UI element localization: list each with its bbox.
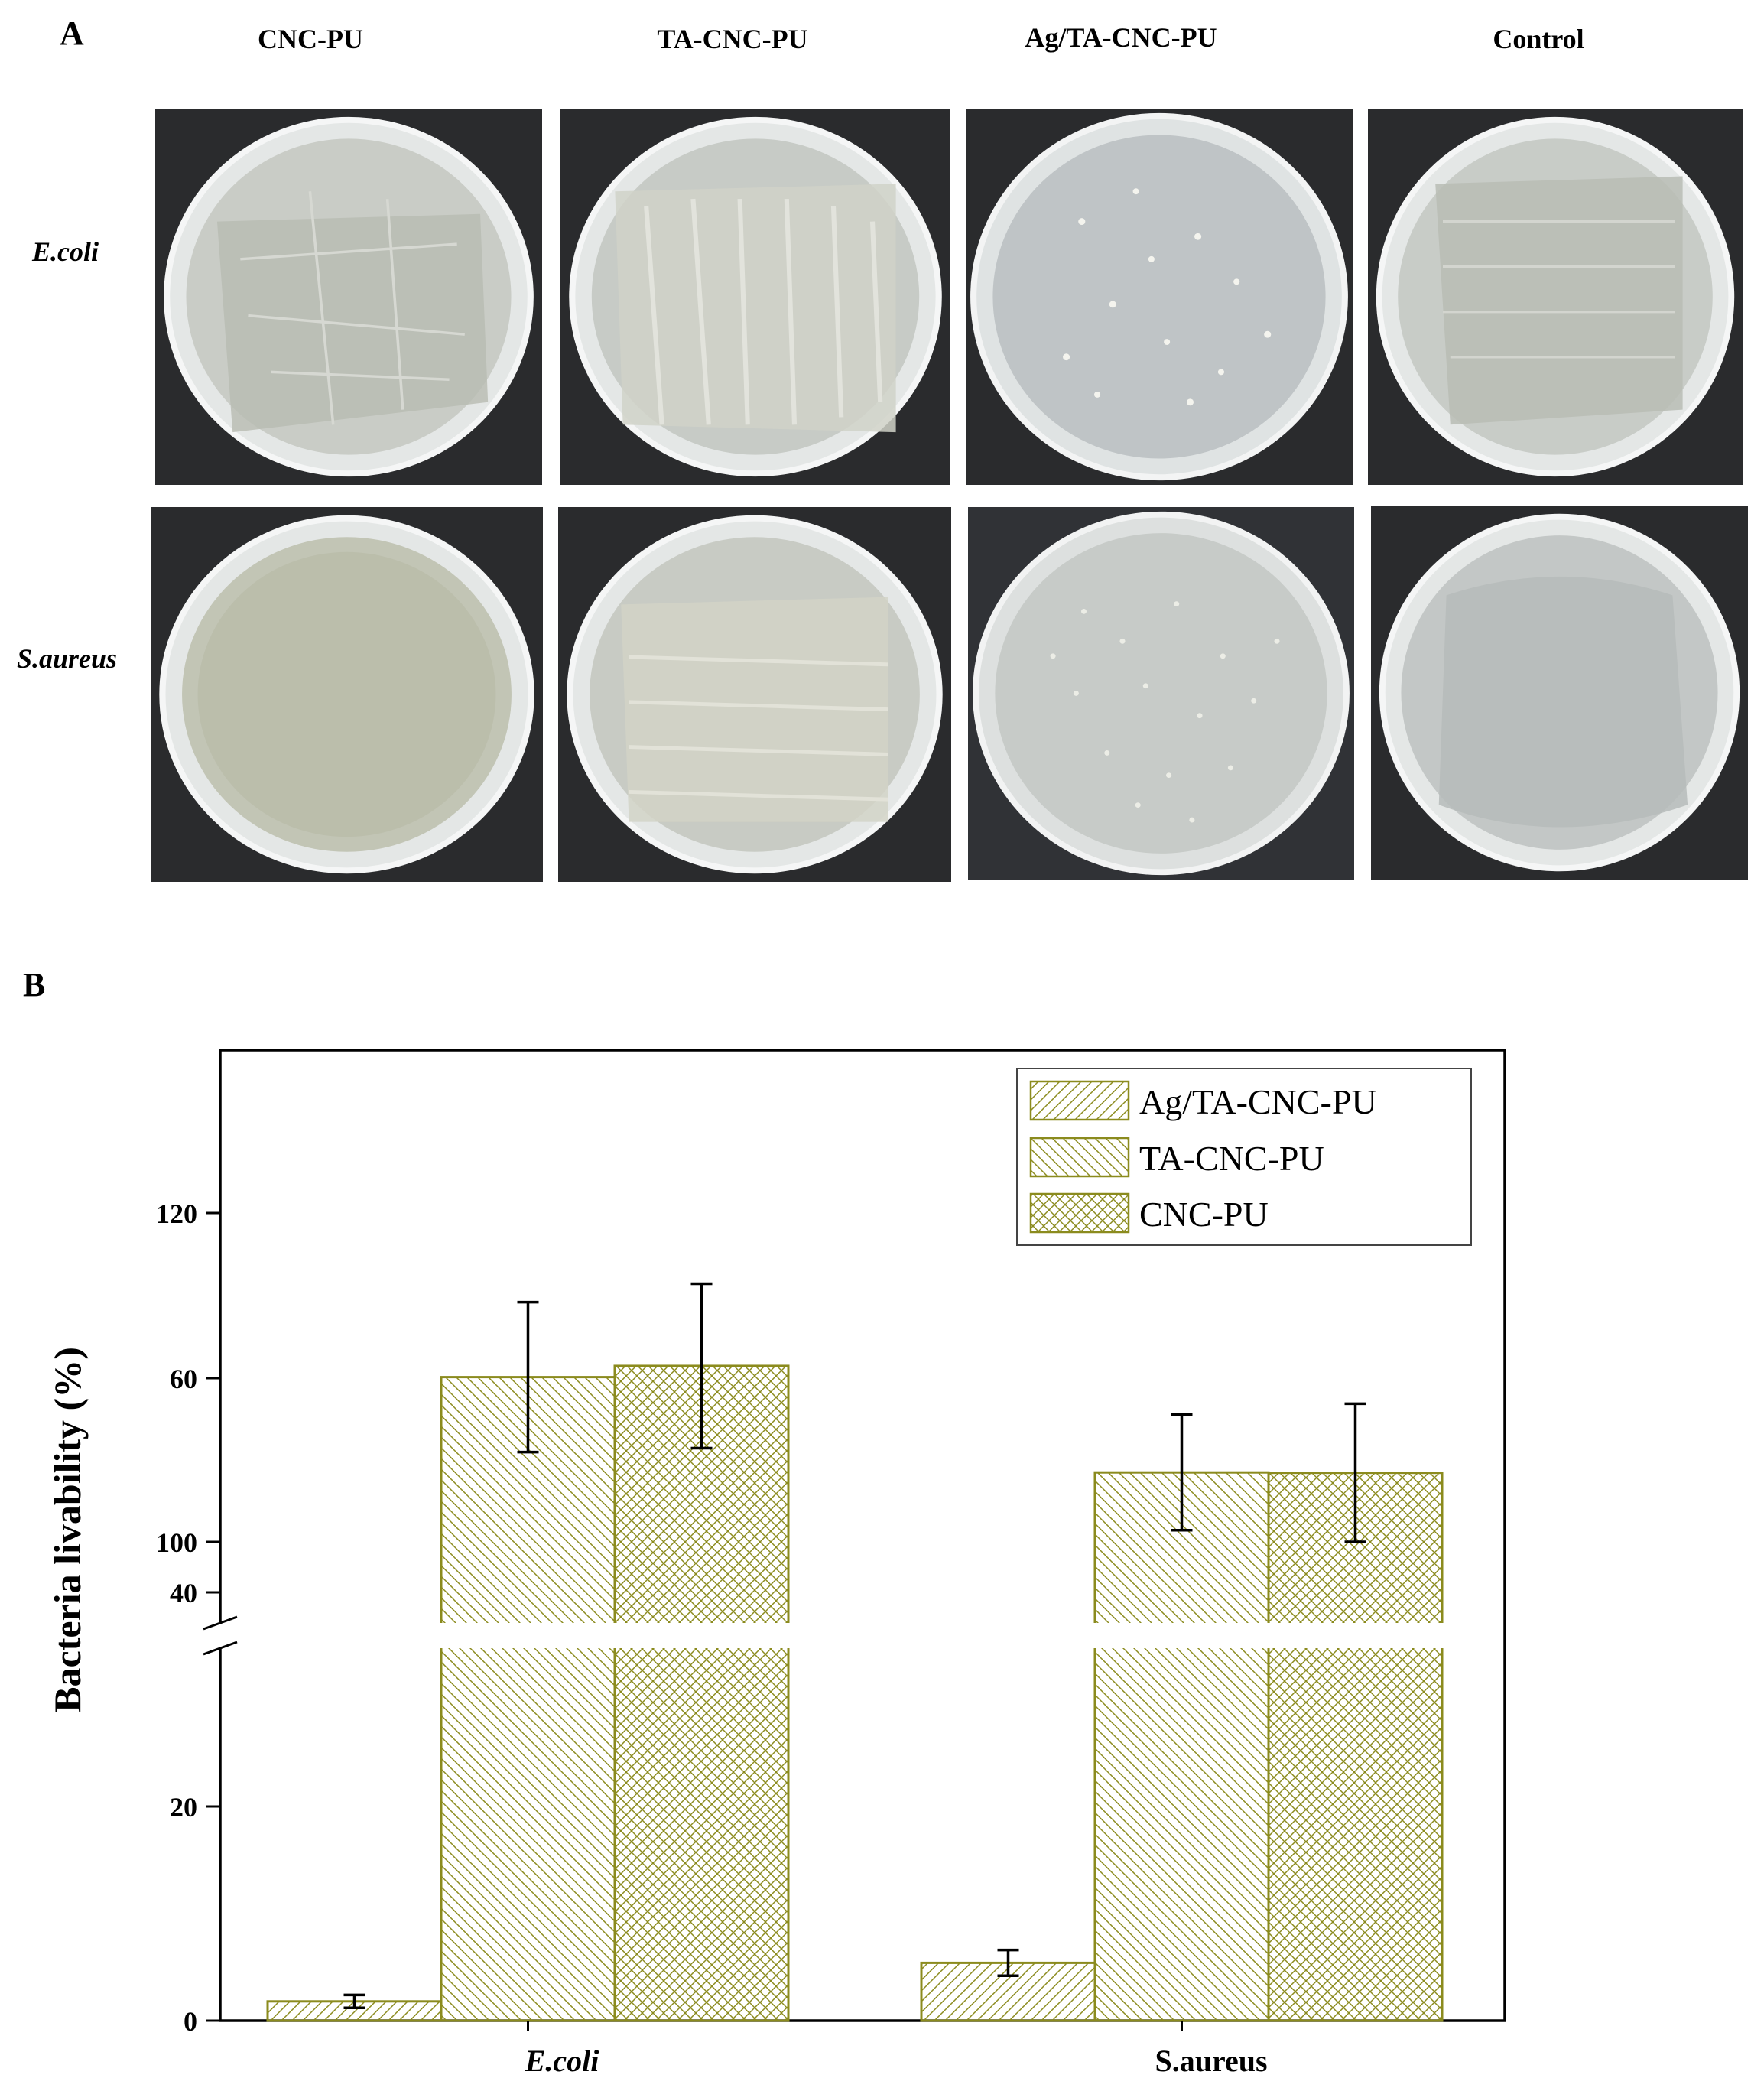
column-label-control: Control <box>1493 24 1584 54</box>
bar-ta-cnc-pu-saureus <box>1093 1471 1270 2022</box>
bar-ta-cnc-pu-ecoli <box>440 1376 616 2022</box>
dish-photo-saureus-ag-ta-cnc-pu <box>968 507 1354 880</box>
category-label-saureus: S.aureus <box>1155 2044 1267 2078</box>
plot-frame <box>219 1049 1506 2022</box>
legend-label-cnc-pu: CNC-PU <box>1139 1195 1269 1234</box>
column-label-ag-ta-cnc-pu: Ag/TA-CNC-PU <box>1025 22 1217 53</box>
legend-swatch-ag-ta-cnc-pu <box>1029 1080 1130 1121</box>
error-bar-ag-ta-cnc-pu-ecoli <box>343 1993 365 2009</box>
error-bar-ag-ta-cnc-pu-saureus <box>997 1948 1019 1977</box>
dish-photo-ecoli-control <box>1368 109 1743 485</box>
bar-cnc-pu-saureus <box>1267 1472 1444 2022</box>
legend: Ag/TA-CNC-PU TA-CNC-PU CNC-PU <box>1016 1068 1472 1246</box>
dish-photo-saureus-ta-cnc-pu <box>558 507 951 882</box>
row-label-saureus: S.aureus <box>17 643 118 674</box>
y-tick-label-20: 20 <box>170 1792 197 1823</box>
row-label-ecoli: E.coli <box>32 236 99 267</box>
panel-b-label: B <box>23 966 46 1003</box>
dish-photo-saureus-control <box>1371 506 1748 880</box>
dish-photo-ecoli-ta-cnc-pu <box>560 109 950 485</box>
legend-label-ag-ta-cnc-pu: Ag/TA-CNC-PU <box>1139 1082 1377 1121</box>
axis-break-gap <box>217 1623 1456 1648</box>
error-bar-ta-cnc-pu-ecoli <box>517 1300 539 1454</box>
y-tick-label-0: 0 <box>184 2006 197 2037</box>
y-tick-label-40: 40 <box>170 1578 197 1608</box>
column-label-cnc-pu: CNC-PU <box>258 24 363 54</box>
dish-photo-saureus-cnc-pu <box>151 507 543 882</box>
error-bar-cnc-pu-saureus <box>1344 1402 1366 1543</box>
y-tick-label-120: 120 <box>156 1198 197 1229</box>
dish-photo-ecoli-ag-ta-cnc-pu <box>966 109 1353 485</box>
error-bar-ta-cnc-pu-saureus <box>1171 1413 1193 1532</box>
bar-cnc-pu-ecoli <box>613 1364 790 2022</box>
error-bar-cnc-pu-ecoli <box>690 1282 713 1450</box>
y-tick-label-60: 60 <box>170 1364 197 1394</box>
category-label-ecoli: E.coli <box>525 2044 599 2078</box>
legend-label-ta-cnc-pu: TA-CNC-PU <box>1139 1139 1324 1178</box>
bar-chart: 0 20 40 60 100 120 Bacteria livability (%) E.… <box>46 1049 1506 2078</box>
panel-a-label: A <box>60 15 84 52</box>
axis-break-marks <box>203 1615 238 1656</box>
dish-photo-ecoli-cnc-pu <box>155 109 542 485</box>
legend-swatch-cnc-pu <box>1029 1192 1130 1234</box>
y-axis-title: Bacteria livability (%) <box>46 1347 89 1712</box>
y-tick-label-100: 100 <box>156 1527 197 1558</box>
legend-swatch-ta-cnc-pu <box>1029 1137 1130 1178</box>
column-label-ta-cnc-pu: TA-CNC-PU <box>657 24 808 54</box>
